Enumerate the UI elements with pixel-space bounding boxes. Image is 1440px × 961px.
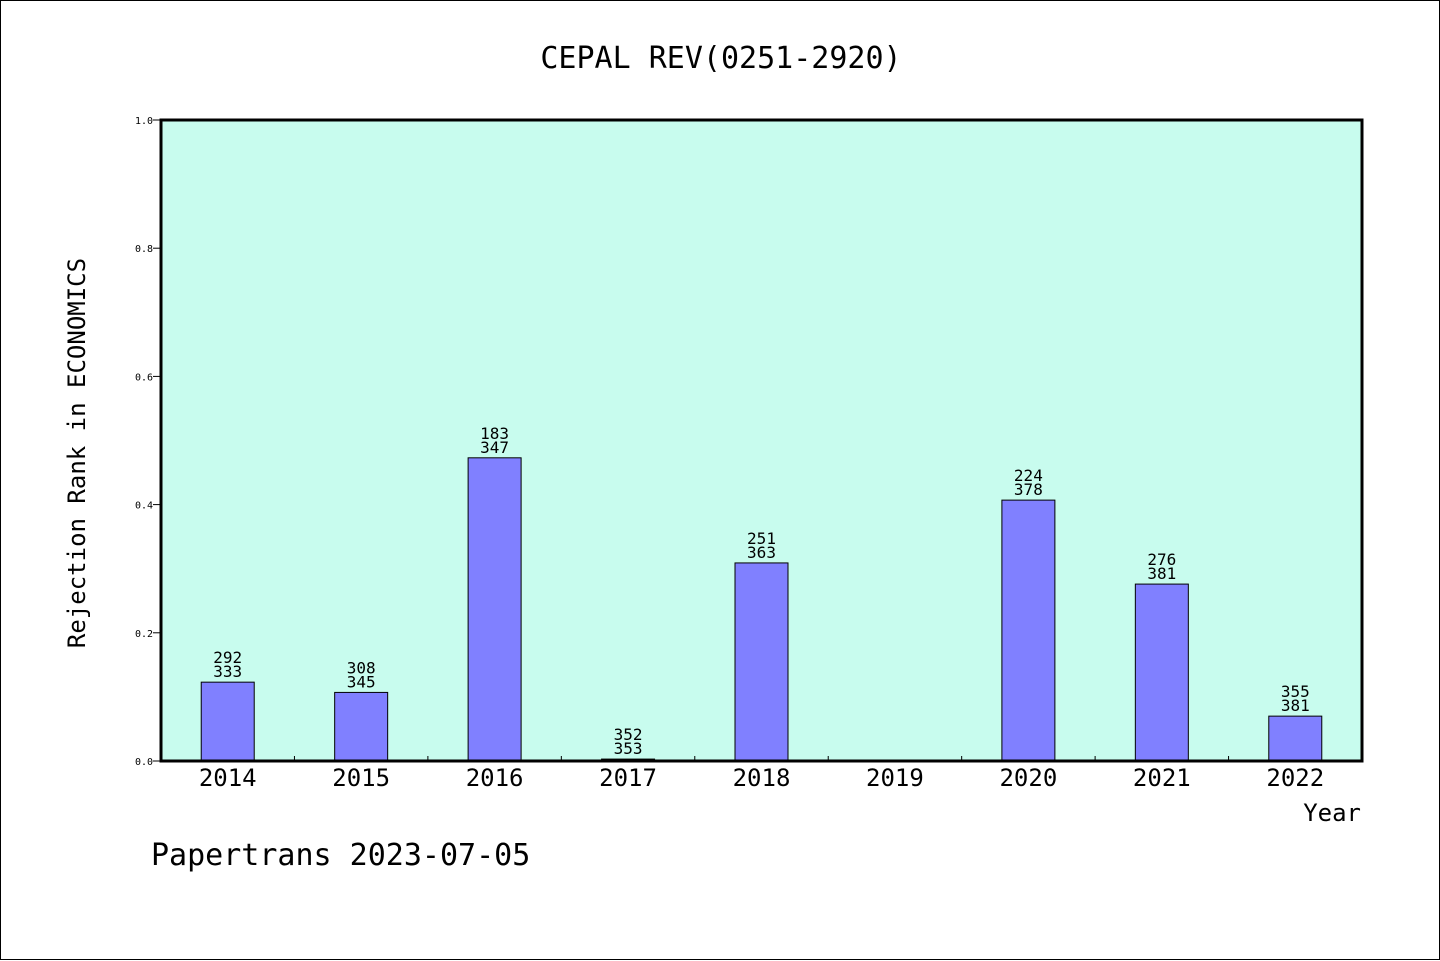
bar-2020 <box>1001 499 1056 762</box>
bar-2016 <box>467 457 522 762</box>
y-tick-label: 0.6 <box>135 372 153 383</box>
x-tick-label: 2022 <box>1266 764 1324 792</box>
bar-label-top: 292 <box>213 648 242 667</box>
plot-border <box>159 118 1364 763</box>
bar-label-bottom: 345 <box>347 672 376 691</box>
x-axis-label: Year <box>1303 799 1361 827</box>
bar-2014 <box>200 681 255 762</box>
y-axis: 0.0 0.2 0.4 0.6 0.8 1.0 <box>135 116 161 768</box>
bar-label-bottom: 363 <box>747 543 776 562</box>
footer-credit: Papertrans 2023-07-05 <box>151 838 530 873</box>
bar-label-top: 308 <box>347 658 376 677</box>
y-tick-label: 0.4 <box>135 501 153 512</box>
bar-2018 <box>734 562 789 762</box>
chart-title: CEPAL REV(0251-2920) <box>540 41 901 76</box>
x-tick-label: 2020 <box>999 764 1057 792</box>
bars <box>200 457 1323 762</box>
bar-label-top: 276 <box>1147 550 1176 569</box>
x-tick-label: 2018 <box>733 764 791 792</box>
bar-label-top: 251 <box>747 529 776 548</box>
x-tick-label: 2019 <box>866 764 924 792</box>
bar-2015 <box>334 691 389 762</box>
bar-label-bottom: 378 <box>1014 480 1043 499</box>
bar-label-bottom: 381 <box>1281 696 1310 715</box>
x-tick-label: 2015 <box>332 764 390 792</box>
bar-label-bottom: 381 <box>1147 564 1176 583</box>
x-axis: 2014 2015 2016 2017 2018 2019 2020 2021 2022 <box>199 756 1324 792</box>
x-tick-label: 2014 <box>199 764 257 792</box>
bar-label-bottom: 353 <box>614 739 643 758</box>
x-tick-label: 2021 <box>1133 764 1191 792</box>
bar-label-top: 355 <box>1281 682 1310 701</box>
y-axis-label: Rejection Rank in ECONOMICS <box>63 258 91 648</box>
x-tick-label: 2017 <box>599 764 657 792</box>
bar-2022 <box>1268 715 1323 762</box>
y-tick-label: 1.0 <box>135 116 153 127</box>
y-tick-label: 0.0 <box>135 757 153 768</box>
bar-label-top: 352 <box>614 725 643 744</box>
y-tick-label: 0.2 <box>135 629 153 640</box>
bar-label-bottom: 333 <box>213 662 242 681</box>
bar-label-top: 224 <box>1014 466 1043 485</box>
y-tick-label: 0.8 <box>135 244 153 255</box>
x-tick-label: 2016 <box>466 764 524 792</box>
bar-label-top: 183 <box>480 424 509 443</box>
bar-2021 <box>1134 583 1189 762</box>
bar-label-bottom: 347 <box>480 438 509 457</box>
